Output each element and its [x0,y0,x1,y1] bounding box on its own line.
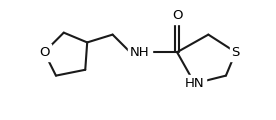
Text: HN: HN [185,77,205,90]
Text: S: S [232,46,240,59]
Text: O: O [39,46,49,59]
Text: NH: NH [130,46,150,59]
Text: O: O [172,9,182,22]
